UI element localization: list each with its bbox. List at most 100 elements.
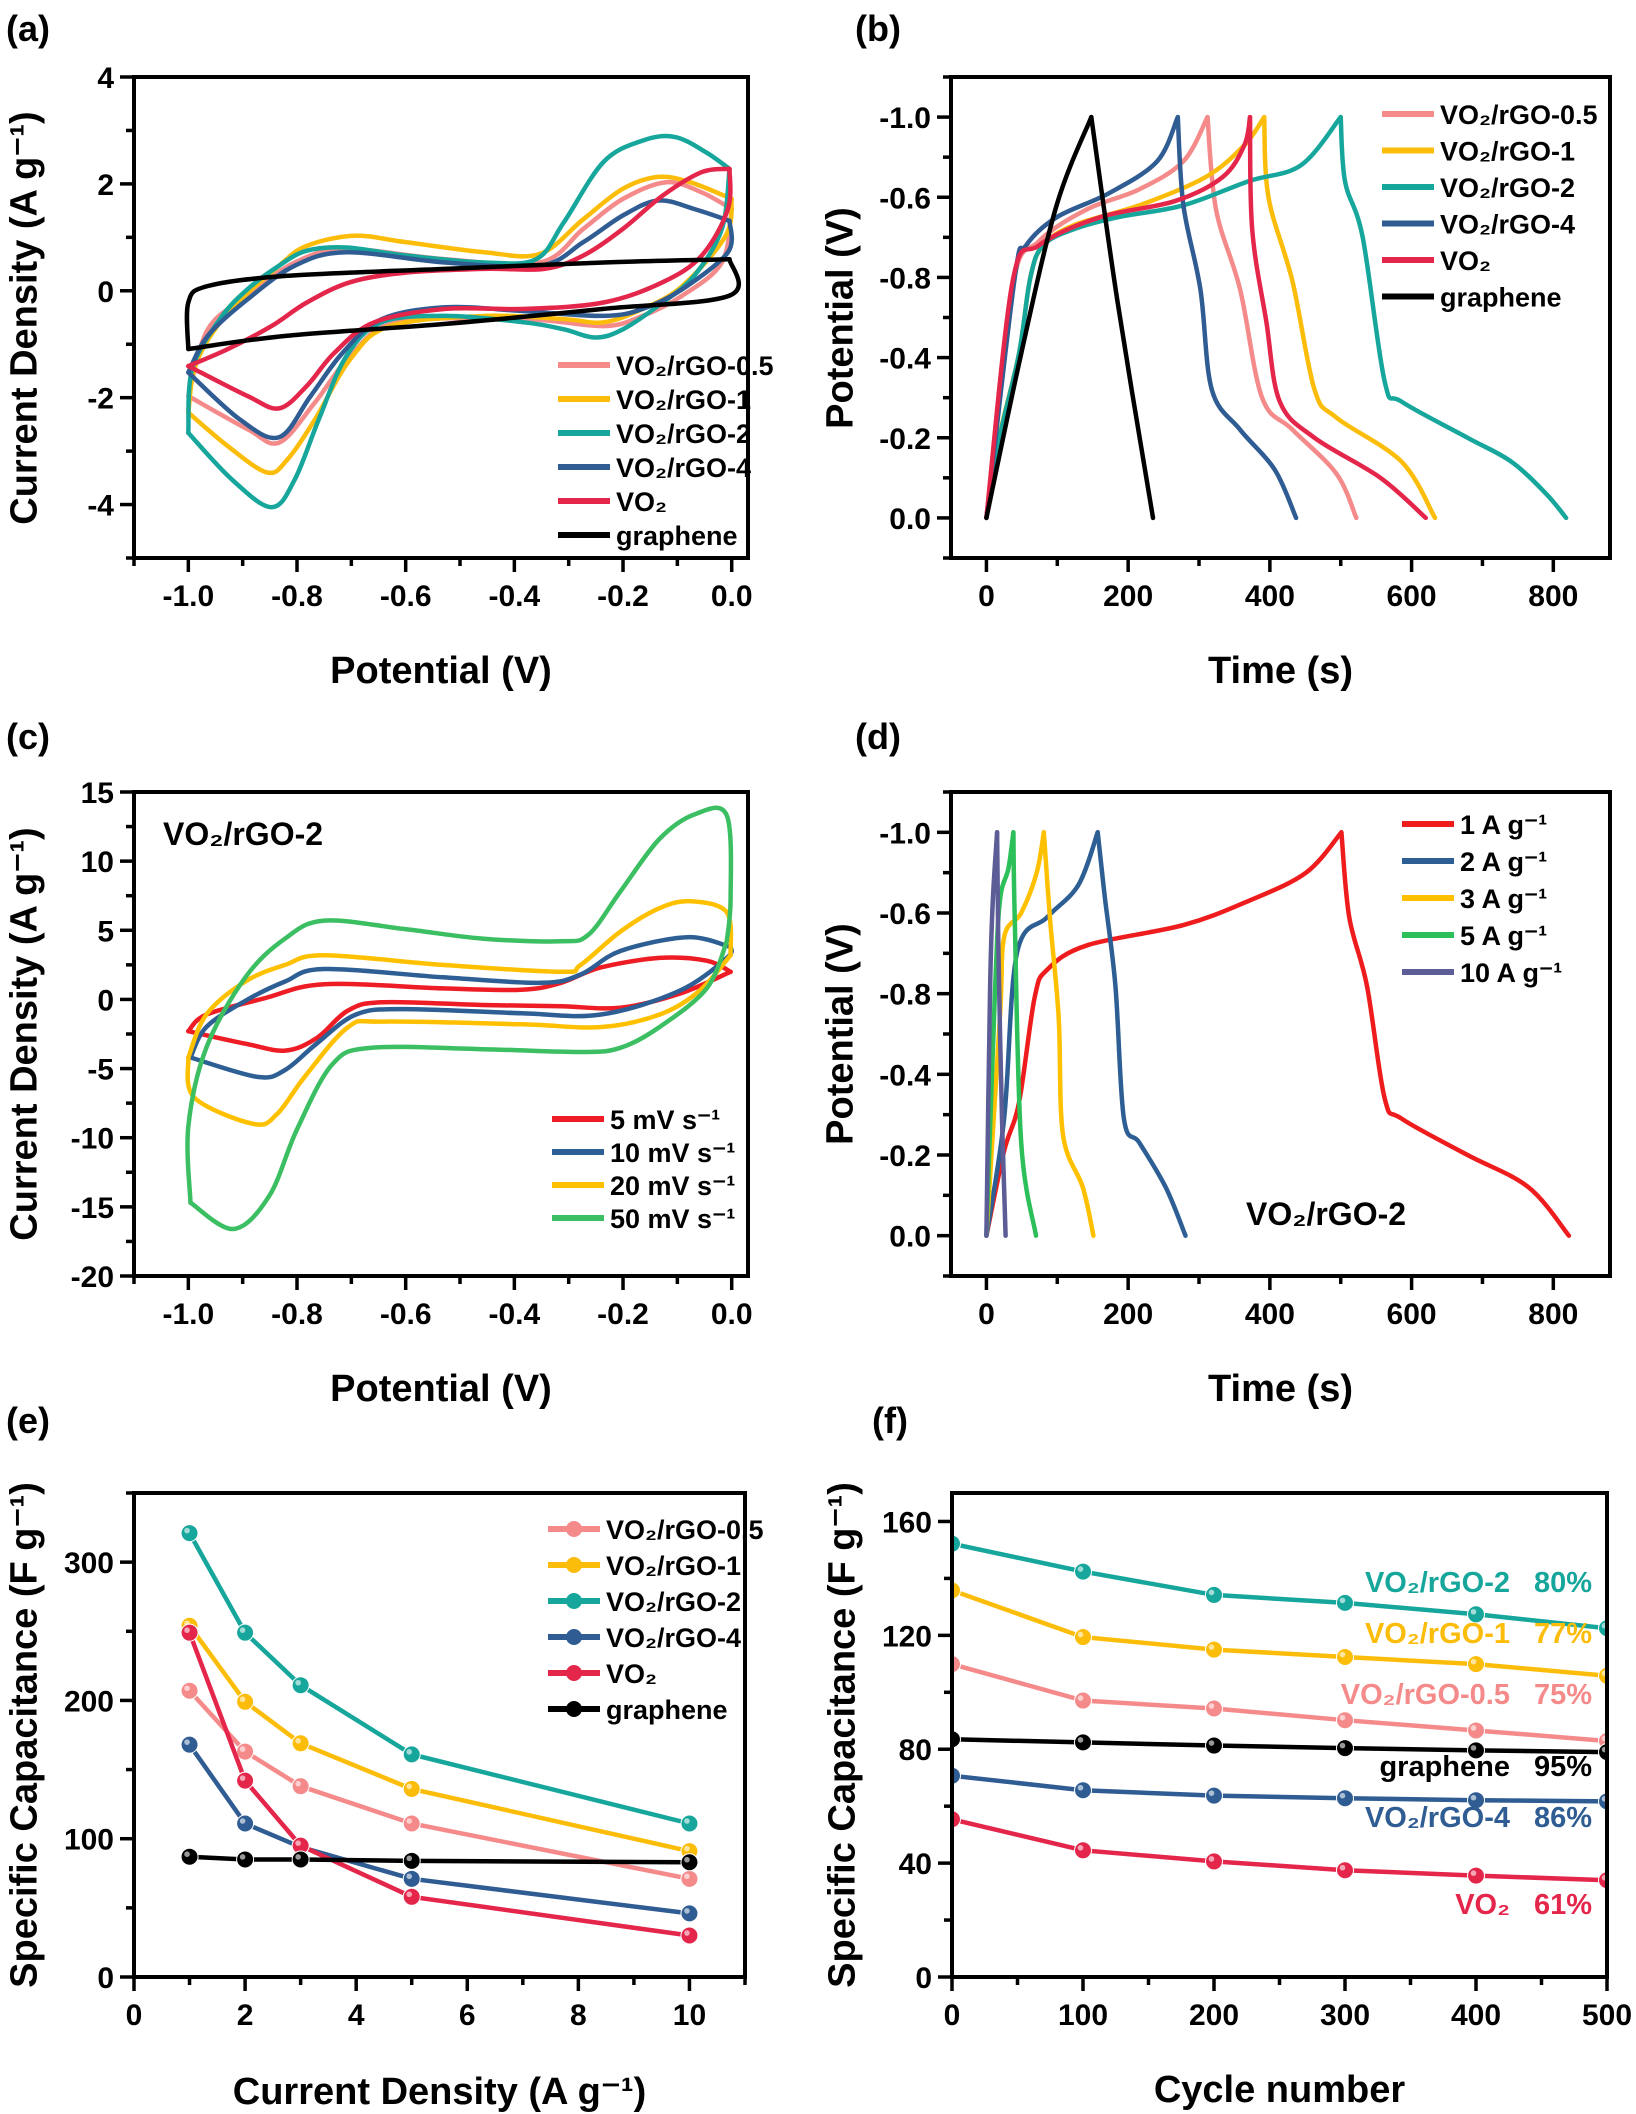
data-point-highlight	[1339, 1864, 1346, 1871]
series-curve	[186, 133, 732, 436]
data-point	[291, 1676, 310, 1695]
data-point-highlight	[1077, 1784, 1084, 1791]
series-curve	[186, 955, 733, 1034]
series-curve	[984, 830, 1000, 1238]
series-VO₂	[984, 114, 1429, 521]
y-tick-label: 0	[97, 984, 114, 1017]
data-point	[236, 1771, 255, 1790]
series-curve	[186, 166, 733, 411]
legend-label: VO₂/rGO-1	[616, 385, 751, 415]
legend-item: 10 A g⁻¹	[1402, 958, 1562, 988]
plot-area	[984, 830, 1572, 1238]
y-axis-title: Potential (V)	[819, 206, 862, 429]
legend-label: VO₂/rGO-2	[1440, 173, 1575, 203]
series-graphene	[180, 1847, 699, 1872]
data-point-highlight	[1470, 1794, 1477, 1801]
data-point-highlight	[239, 1746, 246, 1752]
legend-label: VO₂/rGO-0.5	[606, 1515, 764, 1545]
series-curve	[1011, 830, 1039, 1238]
data-point	[1336, 1861, 1354, 1880]
legend: VO₂/rGO-0.5 VO₂/rGO-1 VO₂/rGO-2 VO₂/rGO-4 VO…	[548, 1515, 764, 1725]
series-line	[952, 1661, 1607, 1744]
legend-label: VO₂/rGO-2	[606, 1587, 741, 1617]
data-point-highlight	[684, 1873, 690, 1880]
data-point-highlight	[239, 1627, 246, 1633]
x-tick-label: 0	[126, 1999, 143, 2032]
legend-item: VO₂/rGO-1	[1382, 137, 1575, 167]
series-annotation-name: graphene	[1379, 1751, 1510, 1783]
data-point	[402, 1745, 421, 1764]
legend-item: 2 A g⁻¹	[1402, 847, 1547, 877]
x-tick-label: 200	[1189, 1999, 1239, 2032]
data-point-highlight	[406, 1873, 413, 1880]
series-curve	[184, 256, 732, 352]
series-curve	[1247, 114, 1429, 521]
legend-item: VO₂/rGO-4	[1382, 210, 1575, 240]
y-tick-label: -1.0	[879, 102, 931, 135]
series-line	[952, 1588, 1607, 1679]
y-tick-label: -0.4	[879, 1059, 931, 1092]
data-point-highlight	[239, 1854, 246, 1860]
legend-item: 1 A g⁻¹	[1402, 810, 1547, 840]
plot-area	[952, 1534, 1607, 1890]
data-point	[1336, 1593, 1354, 1612]
retention-label: 95%	[1534, 1751, 1592, 1783]
legend-label: 3 A g⁻¹	[1460, 884, 1547, 914]
legend-item: VO₂/rGO-2	[548, 1587, 741, 1617]
data-point	[236, 1692, 255, 1711]
x-axis-title: Time (s)	[1207, 650, 1354, 692]
y-tick-label: -1.0	[879, 817, 931, 850]
data-point-highlight	[239, 1696, 246, 1703]
data-point-highlight	[184, 1685, 190, 1692]
y-tick-label: -15	[71, 1192, 114, 1225]
legend-label: VO₂	[616, 487, 667, 517]
legend-item: graphene	[558, 521, 738, 551]
y-tick-label: 2	[97, 169, 114, 202]
data-point	[1467, 1721, 1485, 1740]
data-point	[402, 1814, 421, 1833]
x-axis-title: Potential (V)	[330, 1368, 552, 1410]
x-tick-label: 0.0	[711, 1298, 753, 1331]
y-tick-label: 120	[882, 1620, 932, 1653]
data-point-highlight	[684, 1908, 690, 1914]
legend-label: 20 mV s⁻¹	[610, 1171, 735, 1201]
data-point-highlight	[295, 1737, 301, 1744]
legend-item: 5 mV s⁻¹	[552, 1105, 720, 1135]
legend-item: 20 mV s⁻¹	[552, 1171, 735, 1201]
y-tick-label: -0.8	[879, 262, 931, 295]
x-tick-label: -0.4	[489, 580, 541, 613]
x-tick-label: 0	[978, 580, 995, 613]
series-curve	[1041, 830, 1096, 1238]
series-curve	[186, 898, 734, 1060]
x-axis-title: Current Density (A g⁻¹)	[232, 2071, 647, 2113]
data-point-highlight	[1339, 1714, 1346, 1721]
x-tick-label: 2	[237, 1999, 254, 2032]
legend-item: VO₂/rGO-1	[558, 385, 751, 415]
legend-label: 2 A g⁻¹	[1460, 847, 1547, 877]
data-point	[1336, 1647, 1354, 1666]
data-point-highlight	[1339, 1792, 1346, 1799]
series-curve	[185, 805, 734, 1205]
x-tick-label: -0.8	[271, 580, 323, 613]
data-point	[1336, 1739, 1354, 1758]
axes-frame	[132, 1491, 747, 1979]
x-tick-label: 10	[673, 1999, 706, 2032]
sample-annotation: VO₂/rGO-2	[163, 816, 323, 852]
data-point	[236, 1742, 255, 1761]
series-line	[952, 1773, 1607, 1804]
data-point-highlight	[184, 1627, 190, 1633]
data-point-highlight	[1470, 1745, 1477, 1751]
data-point-highlight	[406, 1818, 413, 1824]
series-annotation-name: VO₂/rGO-0.5	[1341, 1679, 1510, 1711]
data-point-highlight	[1208, 1740, 1215, 1746]
series-10 A g⁻¹	[984, 830, 1008, 1238]
series-annotation-name: VO₂/rGO-4	[1365, 1802, 1510, 1834]
legend-label: VO₂	[1440, 246, 1491, 276]
y-tick-label: 160	[882, 1506, 932, 1539]
y-tick-label: -0.8	[879, 979, 931, 1012]
x-axis-title: Cycle number	[1153, 2069, 1406, 2111]
legend-label: VO₂/rGO-4	[1440, 210, 1575, 240]
data-point	[1074, 1691, 1092, 1710]
data-point	[952, 1810, 961, 1829]
series-curve	[1175, 114, 1299, 521]
